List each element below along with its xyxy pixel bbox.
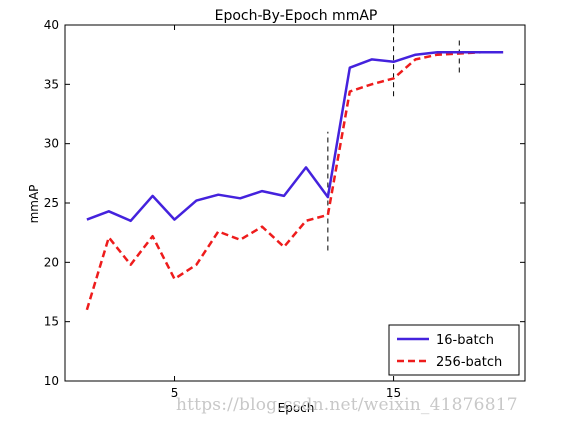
markers xyxy=(327,25,460,251)
legend-box xyxy=(388,324,520,376)
legend-label-256-batch: 256-batch xyxy=(436,355,502,370)
series-line-16-batch xyxy=(86,51,504,223)
y-tick-label: 30 xyxy=(44,137,59,151)
y-tick-label: 10 xyxy=(44,374,59,388)
plot-frame xyxy=(64,24,526,382)
series-line-256-batch xyxy=(85,51,504,311)
y-axis-label: mmAP xyxy=(27,185,41,224)
axis-ticks: 10 15 20 25 30 35 40 5 15 xyxy=(44,18,525,400)
y-tick-label: 20 xyxy=(44,255,59,269)
series-lines xyxy=(85,51,504,311)
x-tick-label: 15 xyxy=(386,386,401,400)
y-tick-label: 25 xyxy=(44,196,59,210)
y-tick-label: 40 xyxy=(44,18,59,32)
x-axis-label: Epoch xyxy=(278,401,315,415)
chart-title: Epoch-By-Epoch mmAP xyxy=(215,8,378,24)
x-tick-label: 5 xyxy=(171,386,179,400)
y-tick-label: 15 xyxy=(44,315,59,329)
legend-label-16-batch: 16-batch xyxy=(436,333,494,348)
y-tick-label: 35 xyxy=(44,77,59,91)
watermark: https://blog.csdn.net/weixin_41876817 xyxy=(176,395,518,415)
legend: 16-batch 256-batch xyxy=(388,324,520,376)
